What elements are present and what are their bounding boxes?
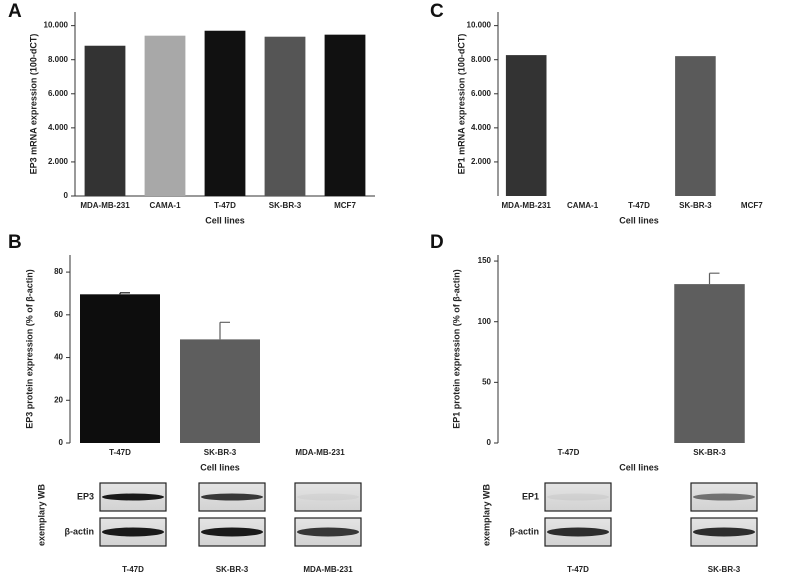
bar — [180, 339, 260, 443]
x-tick-label: SK-BR-3 — [204, 448, 237, 457]
x-tick-label: CAMA-1 — [149, 201, 181, 210]
x-tick-label: MDA-MB-231 — [295, 448, 345, 457]
y-axis-title: EP1 mRNA expression (100-dCT) — [456, 34, 466, 175]
y-tick-label: 6.000 — [471, 89, 492, 98]
blot-row-label: β-actin — [65, 526, 95, 536]
blot-band — [201, 493, 263, 501]
bar — [674, 284, 745, 443]
blot-row-label: EP1 — [522, 491, 539, 501]
blot-lane-label: T-47D — [567, 565, 589, 574]
y-tick-label: 20 — [54, 395, 63, 404]
bar — [80, 294, 160, 443]
blot-band — [547, 527, 609, 537]
blot-band — [693, 493, 755, 501]
blot-title: exemplary WB — [481, 483, 491, 546]
blot-band — [297, 527, 359, 537]
error-bar — [708, 272, 720, 285]
blot-row-label: β-actin — [510, 526, 540, 536]
y-tick-label: 2.000 — [471, 157, 492, 166]
y-tick-label: 0 — [64, 191, 69, 200]
x-axis-title: Cell lines — [619, 215, 659, 225]
y-axis-title: EP3 protein expression (% of β-actin) — [24, 269, 34, 429]
x-axis-title: Cell lines — [200, 462, 240, 472]
x-tick-label: SK-BR-3 — [679, 201, 712, 210]
blot-title: exemplary WB — [36, 483, 46, 546]
blot-band — [102, 493, 164, 501]
blot-frame — [294, 482, 362, 512]
y-tick-label: 10.000 — [467, 21, 492, 30]
x-tick-label: MCF7 — [334, 201, 356, 210]
y-tick-label: 60 — [54, 310, 63, 319]
blot-band — [547, 493, 609, 501]
blot-row-label: EP3 — [77, 491, 94, 501]
panel-label: A — [8, 1, 22, 22]
bar — [84, 45, 126, 196]
bar — [505, 55, 547, 197]
x-tick-label: SK-BR-3 — [693, 448, 726, 457]
x-tick-label: CAMA-1 — [567, 201, 599, 210]
y-tick-label: 8.000 — [48, 55, 69, 64]
y-tick-label: 80 — [54, 267, 63, 276]
y-axis-title: EP1 protein expression (% of β-actin) — [451, 269, 461, 429]
x-tick-label: MDA-MB-231 — [502, 201, 552, 210]
blot-band — [102, 527, 164, 537]
error-bar — [219, 321, 230, 340]
x-axis-title: Cell lines — [205, 215, 245, 225]
y-tick-label: 0 — [59, 438, 64, 447]
x-tick-label: T-47D — [109, 448, 131, 457]
blot-lane-label: MDA-MB-231 — [303, 565, 353, 574]
blot-band — [297, 493, 359, 501]
blot-lane-label: T-47D — [122, 565, 144, 574]
y-tick-label: 40 — [54, 353, 63, 362]
y-tick-label: 10.000 — [44, 21, 69, 30]
error-bar — [119, 292, 130, 295]
bar — [675, 56, 716, 196]
y-tick-label: 4.000 — [48, 123, 69, 132]
blot-frame — [544, 482, 612, 512]
bar — [264, 36, 306, 196]
x-tick-label: T-47D — [214, 201, 236, 210]
y-tick-label: 0 — [487, 438, 492, 447]
x-tick-label: MDA-MB-231 — [80, 201, 130, 210]
panel-label: D — [430, 232, 444, 253]
x-tick-label: MCF7 — [741, 201, 763, 210]
x-tick-label: SK-BR-3 — [269, 201, 302, 210]
bar — [144, 35, 186, 196]
blot-band — [693, 527, 755, 537]
y-tick-label: 6.000 — [48, 89, 69, 98]
x-tick-label: T-47D — [558, 448, 580, 457]
y-tick-label: 50 — [482, 377, 491, 386]
y-tick-label: 100 — [478, 317, 492, 326]
panel-label: C — [430, 1, 444, 22]
y-axis-title: EP3 mRNA expression (100-dCT) — [28, 34, 38, 175]
y-tick-label: 150 — [478, 256, 492, 265]
blot-lane-label: SK-BR-3 — [216, 565, 249, 574]
bar — [324, 34, 366, 197]
y-tick-label: 2.000 — [48, 157, 69, 166]
panel-label: B — [8, 232, 22, 253]
x-tick-label: T-47D — [628, 201, 650, 210]
y-tick-label: 8.000 — [471, 55, 492, 64]
blot-band — [201, 527, 263, 537]
bar — [204, 30, 246, 197]
blot-lane-label: SK-BR-3 — [708, 565, 741, 574]
x-axis-title: Cell lines — [619, 462, 659, 472]
y-tick-label: 4.000 — [471, 123, 492, 132]
